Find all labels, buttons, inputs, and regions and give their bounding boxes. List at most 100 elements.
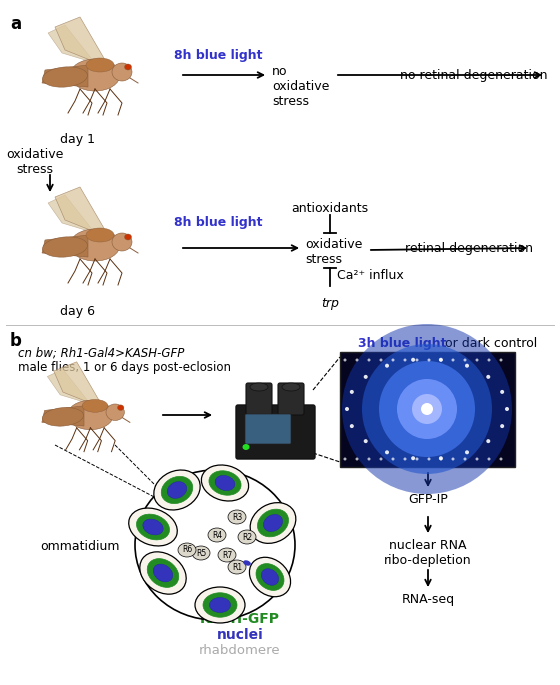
Ellipse shape xyxy=(416,458,418,460)
Ellipse shape xyxy=(208,528,226,542)
Text: R5: R5 xyxy=(196,549,206,558)
Ellipse shape xyxy=(202,465,249,501)
Text: R7: R7 xyxy=(222,551,232,560)
Polygon shape xyxy=(48,25,95,63)
Ellipse shape xyxy=(68,400,113,429)
Ellipse shape xyxy=(397,379,457,439)
Ellipse shape xyxy=(215,475,235,490)
Ellipse shape xyxy=(43,408,83,426)
Ellipse shape xyxy=(356,358,358,362)
Ellipse shape xyxy=(86,58,114,72)
FancyBboxPatch shape xyxy=(236,405,315,459)
Ellipse shape xyxy=(488,458,491,460)
Polygon shape xyxy=(55,187,105,230)
Text: a: a xyxy=(10,15,21,33)
Ellipse shape xyxy=(404,458,407,460)
Ellipse shape xyxy=(421,403,433,415)
Ellipse shape xyxy=(167,482,186,499)
Ellipse shape xyxy=(464,458,466,460)
Ellipse shape xyxy=(416,358,418,362)
Text: KASH-GFP: KASH-GFP xyxy=(200,612,280,626)
FancyBboxPatch shape xyxy=(246,383,272,415)
Ellipse shape xyxy=(209,471,241,495)
Ellipse shape xyxy=(161,476,193,503)
Text: antioxidants: antioxidants xyxy=(291,201,368,214)
Ellipse shape xyxy=(451,358,455,362)
Polygon shape xyxy=(48,369,90,404)
Ellipse shape xyxy=(440,458,442,460)
Ellipse shape xyxy=(412,394,442,424)
FancyBboxPatch shape xyxy=(278,383,304,415)
Ellipse shape xyxy=(282,383,300,391)
Ellipse shape xyxy=(465,450,469,454)
Ellipse shape xyxy=(218,548,236,562)
Ellipse shape xyxy=(70,59,120,91)
Polygon shape xyxy=(55,17,105,60)
Ellipse shape xyxy=(411,358,415,362)
Text: day 6: day 6 xyxy=(60,305,96,318)
Ellipse shape xyxy=(440,358,442,362)
Ellipse shape xyxy=(439,358,443,362)
Ellipse shape xyxy=(342,324,512,494)
Ellipse shape xyxy=(243,560,251,566)
Text: 8h blue light: 8h blue light xyxy=(174,49,262,62)
Ellipse shape xyxy=(256,564,284,590)
Ellipse shape xyxy=(86,228,114,242)
Polygon shape xyxy=(54,362,100,401)
Text: oxidative
stress: oxidative stress xyxy=(6,148,64,176)
Ellipse shape xyxy=(439,456,443,460)
Ellipse shape xyxy=(486,439,491,443)
Polygon shape xyxy=(42,235,88,257)
Ellipse shape xyxy=(362,344,492,474)
Ellipse shape xyxy=(112,233,132,251)
Ellipse shape xyxy=(43,237,87,257)
Ellipse shape xyxy=(380,358,382,362)
Ellipse shape xyxy=(391,458,394,460)
Ellipse shape xyxy=(262,569,279,585)
Ellipse shape xyxy=(106,404,124,421)
Ellipse shape xyxy=(367,358,371,362)
Text: trp: trp xyxy=(321,297,339,310)
Polygon shape xyxy=(42,406,84,426)
Text: 8h blue light: 8h blue light xyxy=(174,216,262,229)
Text: oxidative
stress: oxidative stress xyxy=(305,238,362,266)
Polygon shape xyxy=(48,195,95,233)
Ellipse shape xyxy=(258,509,288,537)
Ellipse shape xyxy=(385,450,389,454)
Ellipse shape xyxy=(465,364,469,368)
Ellipse shape xyxy=(192,546,210,560)
Ellipse shape xyxy=(70,229,120,261)
Text: R4: R4 xyxy=(212,530,222,540)
Text: R3: R3 xyxy=(232,512,242,521)
Text: rhabdomere: rhabdomere xyxy=(199,644,281,657)
Ellipse shape xyxy=(427,458,431,460)
Ellipse shape xyxy=(385,364,389,368)
Ellipse shape xyxy=(238,530,256,544)
Polygon shape xyxy=(42,65,88,87)
Ellipse shape xyxy=(118,405,124,410)
Text: or dark control: or dark control xyxy=(441,337,537,350)
Ellipse shape xyxy=(112,63,132,81)
Ellipse shape xyxy=(82,399,108,412)
Ellipse shape xyxy=(154,470,200,510)
Ellipse shape xyxy=(343,358,347,362)
Text: 3h blue light: 3h blue light xyxy=(358,337,446,350)
Text: no
oxidative
stress: no oxidative stress xyxy=(272,65,329,108)
Text: R6: R6 xyxy=(182,545,192,554)
Text: retinal degeneration: retinal degeneration xyxy=(405,242,533,255)
Ellipse shape xyxy=(153,564,172,582)
Ellipse shape xyxy=(195,587,245,623)
Text: day 1: day 1 xyxy=(60,133,96,146)
Ellipse shape xyxy=(209,597,231,612)
Ellipse shape xyxy=(380,458,382,460)
Ellipse shape xyxy=(379,361,475,457)
Ellipse shape xyxy=(228,510,246,524)
Ellipse shape xyxy=(475,358,478,362)
Ellipse shape xyxy=(427,358,431,362)
Ellipse shape xyxy=(411,456,415,460)
Ellipse shape xyxy=(250,383,268,391)
Ellipse shape xyxy=(451,458,455,460)
Ellipse shape xyxy=(500,458,502,460)
Text: GFP-IP: GFP-IP xyxy=(408,493,448,506)
Ellipse shape xyxy=(464,358,466,362)
